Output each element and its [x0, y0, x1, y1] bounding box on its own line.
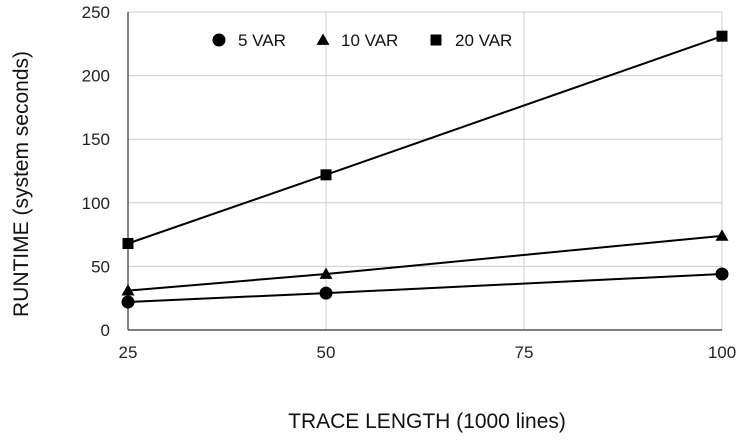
data-point-triangle [121, 284, 135, 296]
y-tick-label: 50 [91, 257, 110, 276]
y-tick-label: 200 [82, 67, 110, 86]
series-points [121, 30, 729, 309]
x-tick-labels: 25 50 75 100 [119, 343, 737, 362]
y-tick-labels: 0 50 100 150 200 250 [82, 3, 110, 340]
series-line-2 [127, 35, 723, 245]
axes [127, 12, 722, 331]
y-axis-title: RUNTIME (system seconds) [10, 51, 33, 317]
data-point-circle [715, 267, 729, 281]
data-point-circle [319, 286, 333, 300]
legend-label: 10 VAR [341, 31, 398, 50]
x-tick-label: 100 [708, 343, 736, 362]
y-tick-label: 250 [82, 3, 110, 22]
series-line-1 [127, 234, 723, 292]
legend-marker-square [430, 34, 442, 46]
data-point-triangle [715, 229, 729, 241]
data-point-square [716, 30, 728, 42]
data-point-square [320, 169, 332, 181]
x-tick-label: 25 [119, 343, 138, 362]
legend-label: 20 VAR [455, 31, 512, 50]
x-tick-label: 50 [317, 343, 336, 362]
data-point-square [122, 238, 134, 250]
legend: 5 VAR 10 VAR 20 VAR [212, 31, 512, 50]
x-axis-title: TRACE LENGTH (1000 lines) [288, 410, 566, 433]
legend-marker-circle [212, 33, 226, 47]
legend-marker-triangle [316, 33, 330, 45]
data-point-circle [121, 295, 135, 309]
y-tick-label: 100 [82, 194, 110, 213]
y-tick-label: 150 [82, 130, 110, 149]
x-tick-label: 75 [515, 343, 534, 362]
series-line-0 [127, 273, 723, 304]
legend-label: 5 VAR [238, 31, 286, 50]
y-tick-label: 0 [101, 321, 110, 340]
data-point-triangle [319, 267, 333, 279]
